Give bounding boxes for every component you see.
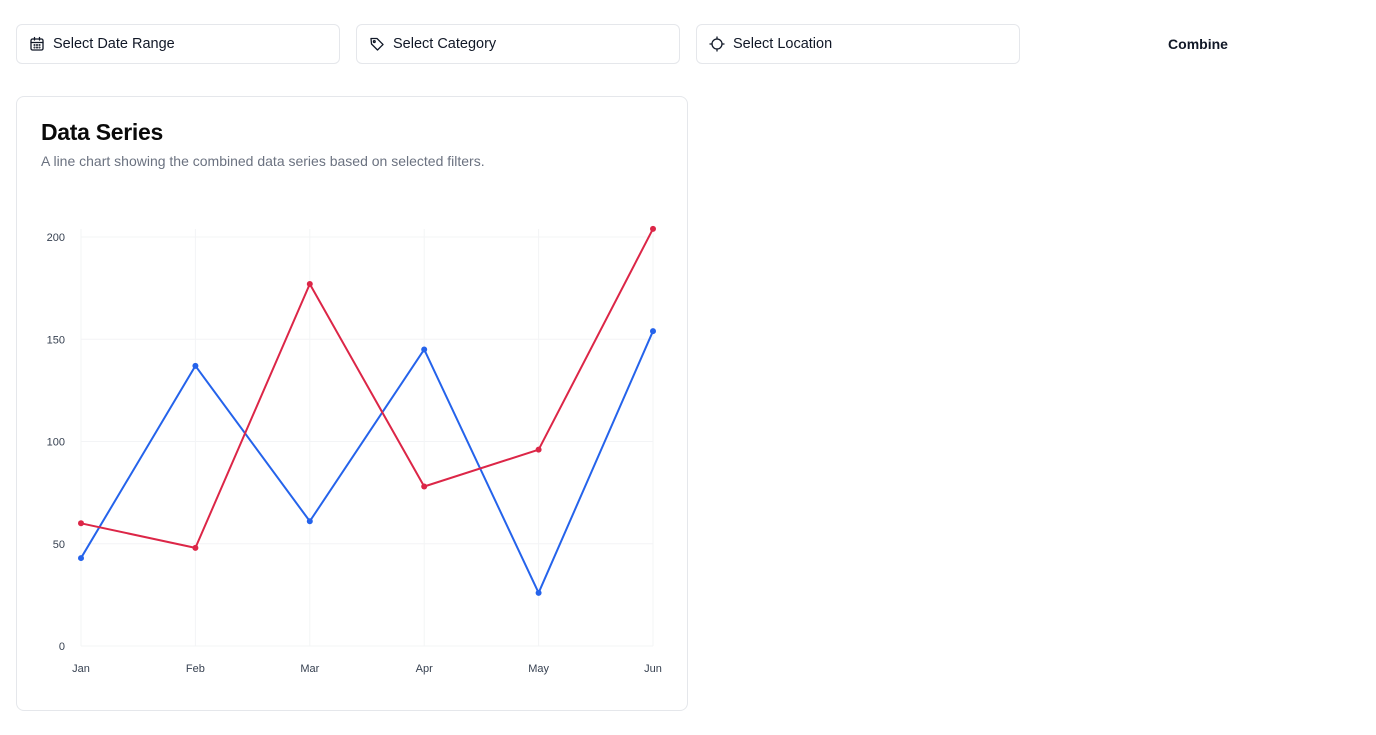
series-2-point xyxy=(650,225,656,232)
y-tick-label: 0 xyxy=(59,641,65,653)
x-tick-label: Jun xyxy=(644,663,662,675)
series-1-point xyxy=(306,518,313,525)
date-range-label: Select Date Range xyxy=(53,36,175,52)
series-line-1 xyxy=(80,330,654,594)
location-select[interactable]: Select Location xyxy=(696,24,1020,64)
series-1-point xyxy=(650,328,656,335)
y-tick-label: 200 xyxy=(47,232,65,244)
series-2-point xyxy=(192,544,199,551)
series-line-2 xyxy=(80,228,654,549)
card-description: A line chart showing the combined data s… xyxy=(41,153,485,169)
x-tick-label: May xyxy=(528,663,549,675)
series-2-point xyxy=(78,520,84,527)
y-tick-label: 100 xyxy=(47,437,65,449)
x-tick-label: Jan xyxy=(72,663,90,675)
x-tick-label: Feb xyxy=(186,663,205,675)
series-2-point xyxy=(421,483,428,490)
category-select[interactable]: Select Category xyxy=(356,24,680,64)
crosshair-icon xyxy=(709,36,725,52)
series-1-point xyxy=(78,555,84,562)
y-tick-label: 50 xyxy=(53,539,65,551)
series-1-point xyxy=(535,589,542,596)
category-label: Select Category xyxy=(393,36,497,52)
series-2-point xyxy=(306,281,313,288)
date-range-select[interactable]: Select Date Range xyxy=(16,24,340,64)
series-1-point xyxy=(192,362,199,369)
location-label: Select Location xyxy=(733,36,833,52)
chart-card: Data Series A line chart showing the com… xyxy=(16,96,688,711)
calendar-icon xyxy=(29,36,45,52)
card-title: Data Series xyxy=(41,119,163,145)
combine-button[interactable]: Combine xyxy=(1036,24,1360,64)
x-tick-label: Mar xyxy=(300,663,319,675)
tag-icon xyxy=(369,36,385,52)
x-tick-label: Apr xyxy=(416,663,433,675)
line-chart: 0 50 100 150 200 Jan Feb Mar Apr May Jun xyxy=(47,225,662,675)
series-1-point xyxy=(421,346,428,353)
y-tick-label: 150 xyxy=(47,334,65,346)
series-2-point xyxy=(535,446,542,453)
